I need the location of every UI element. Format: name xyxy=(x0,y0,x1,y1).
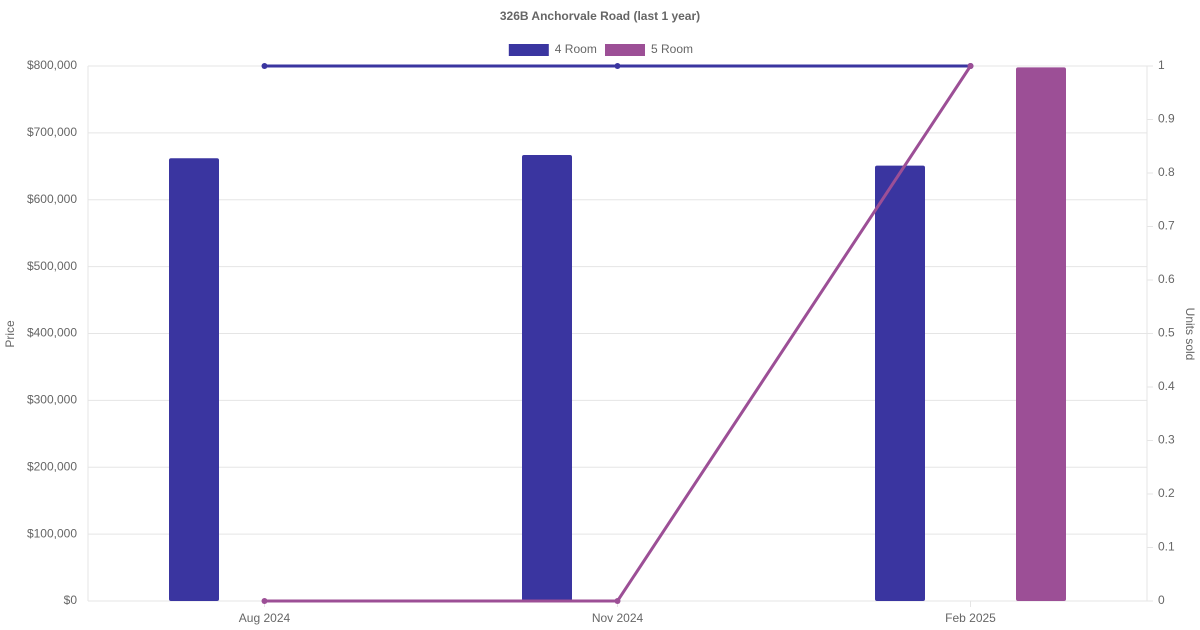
y-tick-label: $0 xyxy=(64,593,78,607)
y2-axis-label: Units sold xyxy=(1183,308,1197,361)
y-tick-label: $200,000 xyxy=(27,459,77,473)
y2-tick-label: 0.5 xyxy=(1158,326,1175,340)
bar xyxy=(1016,67,1066,601)
y2-tick-label: 1 xyxy=(1158,58,1165,72)
y2-tick-label: 0.1 xyxy=(1158,540,1175,554)
bar xyxy=(875,165,925,602)
y2-tick-label: 0.7 xyxy=(1158,219,1175,233)
legend-swatch[interactable] xyxy=(605,44,645,56)
y-tick-label: $300,000 xyxy=(27,393,77,407)
x-tick-label: Aug 2024 xyxy=(239,611,291,625)
y-tick-label: $500,000 xyxy=(27,259,77,273)
line-point xyxy=(261,598,268,604)
line-point xyxy=(261,63,268,69)
line-point xyxy=(614,598,621,604)
y-tick-label: $400,000 xyxy=(27,326,77,340)
y-tick-label: $800,000 xyxy=(27,58,77,72)
y-tick-label: $100,000 xyxy=(27,526,77,540)
bar xyxy=(522,154,572,601)
x-tick-label: Feb 2025 xyxy=(945,611,996,625)
y-tick-label: $600,000 xyxy=(27,192,77,206)
line-point xyxy=(967,63,974,69)
chart-title: 326B Anchorvale Road (last 1 year) xyxy=(500,9,700,23)
line-point xyxy=(614,63,621,69)
x-tick-label: Nov 2024 xyxy=(592,611,644,625)
bar xyxy=(169,158,219,601)
y2-tick-label: 0.3 xyxy=(1158,433,1175,447)
y2-tick-label: 0 xyxy=(1158,593,1165,607)
legend-label[interactable]: 4 Room xyxy=(555,42,597,56)
y2-tick-label: 0.4 xyxy=(1158,379,1175,393)
y2-tick-label: 0.9 xyxy=(1158,112,1175,126)
y-axis-label: Price xyxy=(3,320,17,348)
y2-tick-label: 0.2 xyxy=(1158,486,1175,500)
y-tick-label: $700,000 xyxy=(27,125,77,139)
y2-tick-label: 0.6 xyxy=(1158,272,1175,286)
legend-label[interactable]: 5 Room xyxy=(651,42,693,56)
legend-swatch[interactable] xyxy=(508,44,549,56)
y2-tick-label: 0.8 xyxy=(1158,165,1175,179)
